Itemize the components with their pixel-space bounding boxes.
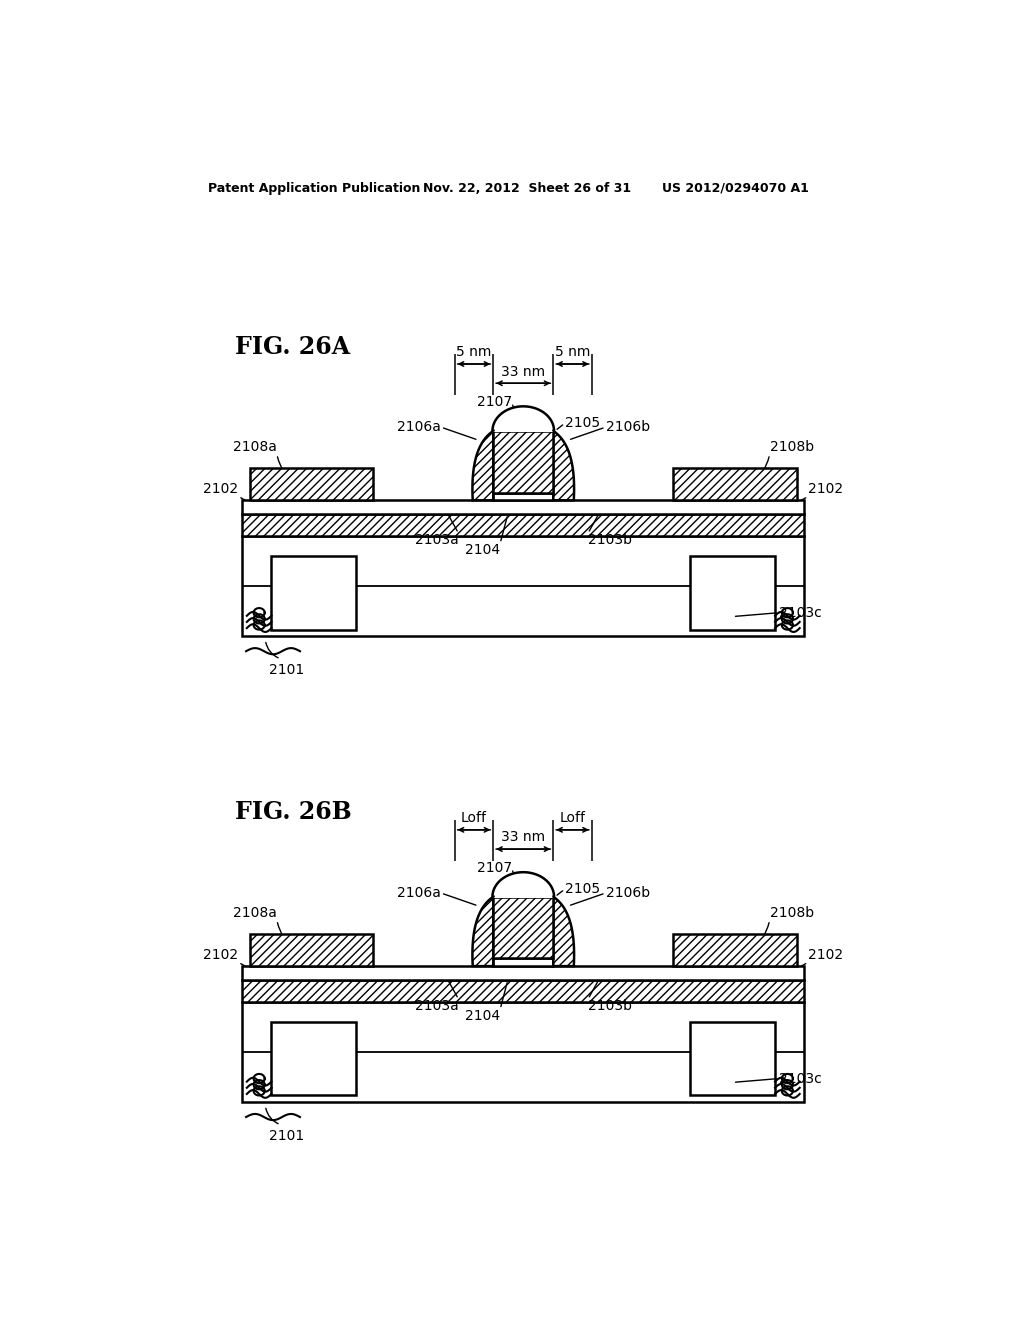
Text: US 2012/0294070 A1: US 2012/0294070 A1 bbox=[662, 182, 809, 194]
Text: 2106a: 2106a bbox=[397, 886, 441, 900]
Polygon shape bbox=[493, 407, 554, 430]
Bar bbox=[690, 557, 775, 630]
Bar bbox=[243, 500, 804, 515]
Bar bbox=[494, 492, 553, 500]
Bar bbox=[674, 469, 797, 500]
Text: 2106b: 2106b bbox=[605, 420, 650, 434]
Bar bbox=[243, 966, 804, 979]
Polygon shape bbox=[553, 430, 574, 500]
Polygon shape bbox=[493, 873, 554, 896]
Text: 2102: 2102 bbox=[808, 482, 844, 496]
Text: 2105: 2105 bbox=[565, 882, 600, 896]
Bar bbox=[250, 933, 373, 966]
Text: 2103c: 2103c bbox=[779, 606, 821, 619]
Text: 2104: 2104 bbox=[465, 1010, 500, 1023]
Bar bbox=[250, 469, 373, 500]
Bar bbox=[243, 515, 804, 536]
Polygon shape bbox=[553, 896, 574, 966]
Text: Loff: Loff bbox=[559, 812, 586, 825]
Text: 2108a: 2108a bbox=[233, 440, 276, 454]
Text: 2103a: 2103a bbox=[415, 533, 459, 548]
Bar bbox=[494, 896, 553, 958]
Text: 2102: 2102 bbox=[203, 482, 239, 496]
Polygon shape bbox=[472, 896, 494, 966]
Text: Loff: Loff bbox=[461, 812, 487, 825]
Bar bbox=[243, 979, 804, 1002]
Text: 33 nm: 33 nm bbox=[501, 830, 546, 845]
Text: 2102: 2102 bbox=[808, 948, 844, 962]
Text: Nov. 22, 2012  Sheet 26 of 31: Nov. 22, 2012 Sheet 26 of 31 bbox=[423, 182, 631, 194]
Text: 2106b: 2106b bbox=[605, 886, 650, 900]
Text: 33 nm: 33 nm bbox=[501, 364, 546, 379]
Text: 5 nm: 5 nm bbox=[555, 346, 590, 359]
Bar bbox=[494, 432, 553, 492]
Text: 2107: 2107 bbox=[476, 396, 512, 409]
Text: 2101: 2101 bbox=[269, 1129, 304, 1143]
Text: 2104: 2104 bbox=[465, 544, 500, 557]
Text: 2108a: 2108a bbox=[233, 906, 276, 920]
Polygon shape bbox=[472, 430, 494, 500]
Text: 2103b: 2103b bbox=[588, 999, 632, 1014]
Text: FIG. 26B: FIG. 26B bbox=[234, 800, 351, 825]
Text: 2106a: 2106a bbox=[397, 420, 441, 434]
Bar bbox=[271, 1022, 356, 1096]
Bar bbox=[674, 933, 797, 966]
Bar bbox=[690, 1022, 775, 1096]
Bar bbox=[243, 1002, 804, 1102]
Text: 2105: 2105 bbox=[565, 416, 600, 430]
Text: 2102: 2102 bbox=[203, 948, 239, 962]
Text: 2101: 2101 bbox=[269, 663, 304, 677]
Text: FIG. 26A: FIG. 26A bbox=[234, 334, 349, 359]
Text: 2107: 2107 bbox=[476, 862, 512, 875]
Bar bbox=[271, 557, 356, 630]
Text: 2103b: 2103b bbox=[588, 533, 632, 548]
Bar bbox=[494, 958, 553, 966]
Text: 5 nm: 5 nm bbox=[457, 346, 492, 359]
Text: 2103a: 2103a bbox=[415, 999, 459, 1014]
Text: 2108b: 2108b bbox=[770, 906, 814, 920]
Bar bbox=[243, 536, 804, 636]
Text: 2108b: 2108b bbox=[770, 440, 814, 454]
Text: Patent Application Publication: Patent Application Publication bbox=[208, 182, 420, 194]
Text: 2103c: 2103c bbox=[779, 1072, 821, 1085]
